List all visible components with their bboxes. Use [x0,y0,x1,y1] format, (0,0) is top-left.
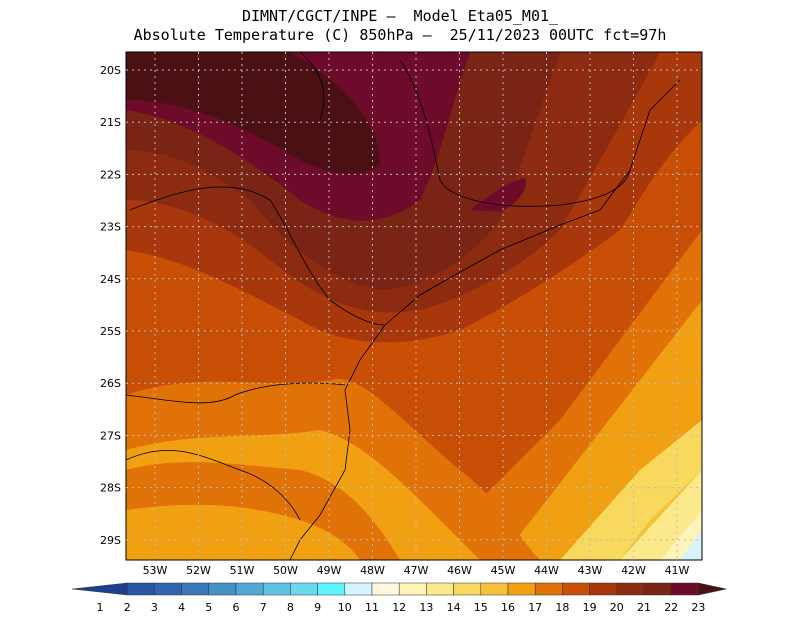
colorbar-cell [262,582,291,596]
colorbar-cell [398,582,427,596]
lat-lon-grid [126,52,702,560]
colorbar-labels: 1 2 3 4 5 6 7 8 9 10 11 12 13 14 15 16 17 18 19 20 21 22 23 [97,601,706,614]
lat-label: 29S [100,534,121,547]
colorbar-label: 14 [447,601,461,614]
colorbar-label: 1 [97,601,104,614]
state-border-north [299,51,325,121]
lon-label: 41W [665,564,690,575]
lat-label: 20S [100,64,121,77]
colorbar-cell [562,582,590,596]
field-t22-spot [470,178,526,212]
lon-label: 44W [534,564,559,575]
colorbar-cell [426,582,454,596]
colorbar-label: 21 [637,601,651,614]
colorbar-cell [534,582,563,596]
colorbar-cell [453,582,482,596]
colorbar-label: 2 [124,601,131,614]
colorbar-cell [507,582,536,596]
colorbar-label: 17 [528,601,542,614]
colorbar-cell [371,582,400,596]
lat-labels: 20S 21S 22S 23S 24S 25S 26S 27S 28S 29S [100,64,121,547]
lon-label: 52W [186,564,211,575]
state-border-sc-rs [125,449,301,521]
colorbar-label: 23 [691,601,705,614]
lat-label: 26S [100,377,121,390]
lon-label: 43W [578,564,603,575]
lon-label: 48W [360,564,385,575]
field-t16-sw2 [126,504,360,560]
lon-label: 49W [317,564,342,575]
lon-label: 42W [621,564,646,575]
colorbar-cell [181,582,210,596]
field-t10-se [680,530,702,560]
colorbar-cells [71,582,727,596]
colorbar-label: 22 [664,601,678,614]
colorbar-label: 12 [392,601,406,614]
colorbar-label: 9 [314,601,321,614]
colorbar-label: 20 [610,601,624,614]
colorbar-cell [208,582,237,596]
colorbar-label: 18 [555,601,569,614]
colorbar-label: 5 [205,601,212,614]
lon-label: 51W [230,564,255,575]
field-t12-se [660,510,702,560]
coastline [289,79,681,561]
colorbar-cell [670,582,699,596]
lat-label: 27S [100,429,121,442]
colorbar-cell [344,582,373,596]
colorbar-label: 15 [474,601,488,614]
colorbar-cell [126,582,155,596]
lat-label: 23S [100,221,121,234]
temperature-map: 20S 21S 22S 23S 24S 25S 26S 27S 28S 29S 53W 52W 51W… [100,51,703,575]
lat-label: 22S [100,168,121,181]
colorbar-cell [235,582,264,596]
colorbar-cell [290,582,318,596]
lon-label: 50W [273,564,298,575]
colorbar-label: 4 [178,601,185,614]
lat-label: 25S [100,325,121,338]
field-t23 [126,52,380,175]
temperature-fields [126,52,702,560]
colorbar-label: 10 [338,601,352,614]
lon-label: 46W [447,564,472,575]
field-t14-se [560,420,702,560]
lat-label: 21S [100,116,121,129]
colorbar-label: 8 [287,601,294,614]
lat-label: 28S [100,482,121,495]
colorbar-cell [480,582,509,596]
colorbar-label: 6 [233,601,240,614]
colorbar-label: 3 [151,601,158,614]
colorbar-cell [616,582,645,596]
state-border-pr-sc [125,382,346,404]
colorbar-cell [317,582,346,596]
colorbar-label: 7 [260,601,267,614]
colorbar-cell [71,582,128,596]
colorbar-label: 19 [583,601,597,614]
colorbar-label: 13 [419,601,433,614]
colorbar-cell [698,582,727,596]
lon-labels: 53W 52W 51W 50W 49W 48W 47W 46W 45W 44W 43W 42W 41W [143,564,690,575]
colorbar: 1 2 3 4 5 6 7 8 9 10 11 12 13 14 15 16 17 18 19 20 21 22 23 [71,582,727,614]
state-border-mg-rj [399,59,631,207]
colorbar-cell [643,582,672,596]
lon-label: 47W [404,564,429,575]
colorbar-cell [589,582,618,596]
field-t13-se [620,470,702,560]
map-title-line1: DIMNT/CGCT/INPE – Model Eta05_M01_ [241,7,559,25]
map-frame [125,51,703,561]
lat-label: 24S [100,273,121,286]
colorbar-label: 11 [365,601,379,614]
colorbar-cell [154,582,182,596]
lon-label: 53W [143,564,168,575]
lon-label: 45W [491,564,516,575]
map-title-line2: Absolute Temperature (C) 850hPa – 25/11/… [133,26,667,44]
colorbar-label: 16 [501,601,515,614]
